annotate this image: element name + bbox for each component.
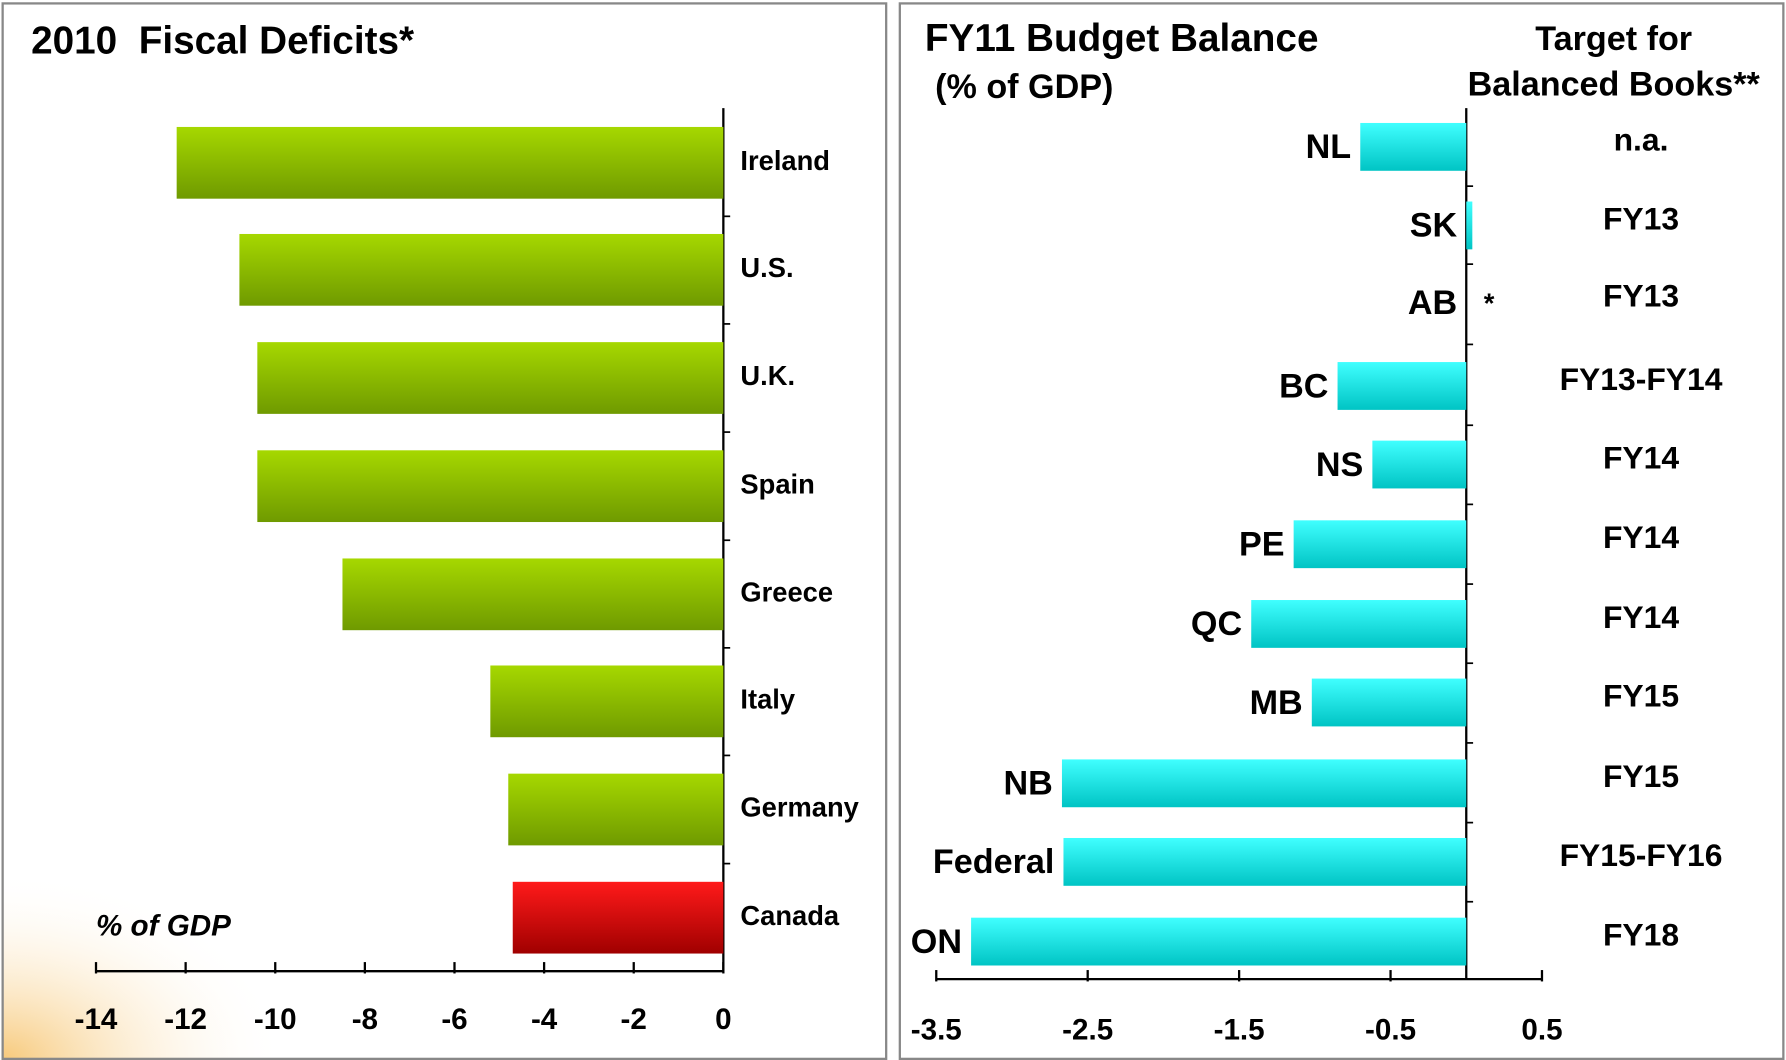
background-glow	[1, 683, 571, 1060]
target-label: FY13	[1603, 200, 1679, 236]
x-tick-label: 0.5	[1521, 1013, 1562, 1046]
category-label: BC	[1279, 367, 1328, 405]
target-label: FY14	[1603, 599, 1679, 635]
annotation: % of GDP	[96, 910, 231, 943]
x-tick-label: -8	[352, 1003, 378, 1036]
bar	[1061, 759, 1467, 808]
category-label: Federal	[933, 843, 1054, 881]
category-label: NB	[1004, 765, 1053, 803]
bar	[1293, 520, 1467, 569]
bar	[342, 558, 724, 631]
target-label: FY14	[1603, 439, 1679, 475]
target-label: FY15-FY16	[1560, 837, 1723, 873]
category-label: U.K.	[740, 360, 795, 391]
target-label: FY14	[1603, 519, 1679, 555]
bar	[508, 773, 724, 846]
bar	[1251, 600, 1467, 648]
target-label: n.a.	[1614, 122, 1669, 158]
x-tick-label: -2.5	[1062, 1013, 1113, 1046]
x-tick-label: -4	[531, 1003, 558, 1036]
x-tick-label: -6	[441, 1003, 467, 1036]
x-tick-label: 0	[715, 1003, 731, 1036]
bar	[1311, 678, 1467, 727]
category-label: AB	[1408, 284, 1457, 322]
target-label: FY15	[1603, 677, 1679, 713]
bar	[971, 917, 1467, 966]
bar	[490, 665, 724, 738]
target-header: Balanced Books**	[1468, 66, 1761, 104]
category-label: Germany	[740, 792, 859, 823]
bar	[1372, 440, 1467, 489]
bar	[1466, 201, 1473, 250]
category-label: U.S.	[740, 252, 793, 283]
right-panel	[898, 2, 1785, 1060]
category-label: Canada	[740, 900, 839, 931]
category-label: QC	[1191, 605, 1242, 643]
category-label: PE	[1239, 526, 1285, 564]
bar	[1360, 122, 1467, 171]
bar	[1337, 362, 1467, 410]
x-tick-label: -10	[254, 1003, 297, 1036]
target-label: FY13	[1603, 278, 1679, 314]
target-label: FY13-FY14	[1560, 361, 1723, 397]
x-tick-label: -2	[621, 1003, 647, 1036]
category-label: Greece	[740, 577, 833, 608]
category-label: SK	[1410, 207, 1458, 245]
x-tick-label: -14	[75, 1003, 118, 1036]
target-label: FY18	[1603, 916, 1679, 952]
target-label: FY15	[1603, 758, 1679, 794]
bar	[512, 881, 724, 954]
target-header: Target for	[1535, 20, 1692, 58]
category-label: NS	[1316, 446, 1363, 484]
bar	[239, 233, 724, 306]
bar	[257, 342, 724, 414]
x-tick-label: -0.5	[1365, 1013, 1416, 1046]
x-tick-label: -1.5	[1214, 1013, 1265, 1046]
category-label: Ireland	[740, 145, 830, 176]
category-label: Spain	[740, 468, 814, 499]
category-label: MB	[1250, 684, 1303, 722]
chart-subtitle: (% of GDP)	[935, 68, 1113, 106]
left-panel	[1, 2, 888, 1060]
x-tick-label: -12	[164, 1003, 207, 1036]
bar	[257, 450, 724, 523]
category-label: ON	[911, 923, 962, 961]
x-tick-label: -3.5	[911, 1013, 962, 1046]
bar	[176, 126, 724, 199]
value-label: *	[1484, 287, 1495, 318]
bar	[1063, 837, 1467, 886]
chart-title: 2010 Fiscal Deficits*	[31, 19, 415, 62]
category-label: Italy	[740, 684, 795, 715]
category-label: NL	[1306, 128, 1352, 166]
chart-title: FY11 Budget Balance	[925, 17, 1319, 60]
